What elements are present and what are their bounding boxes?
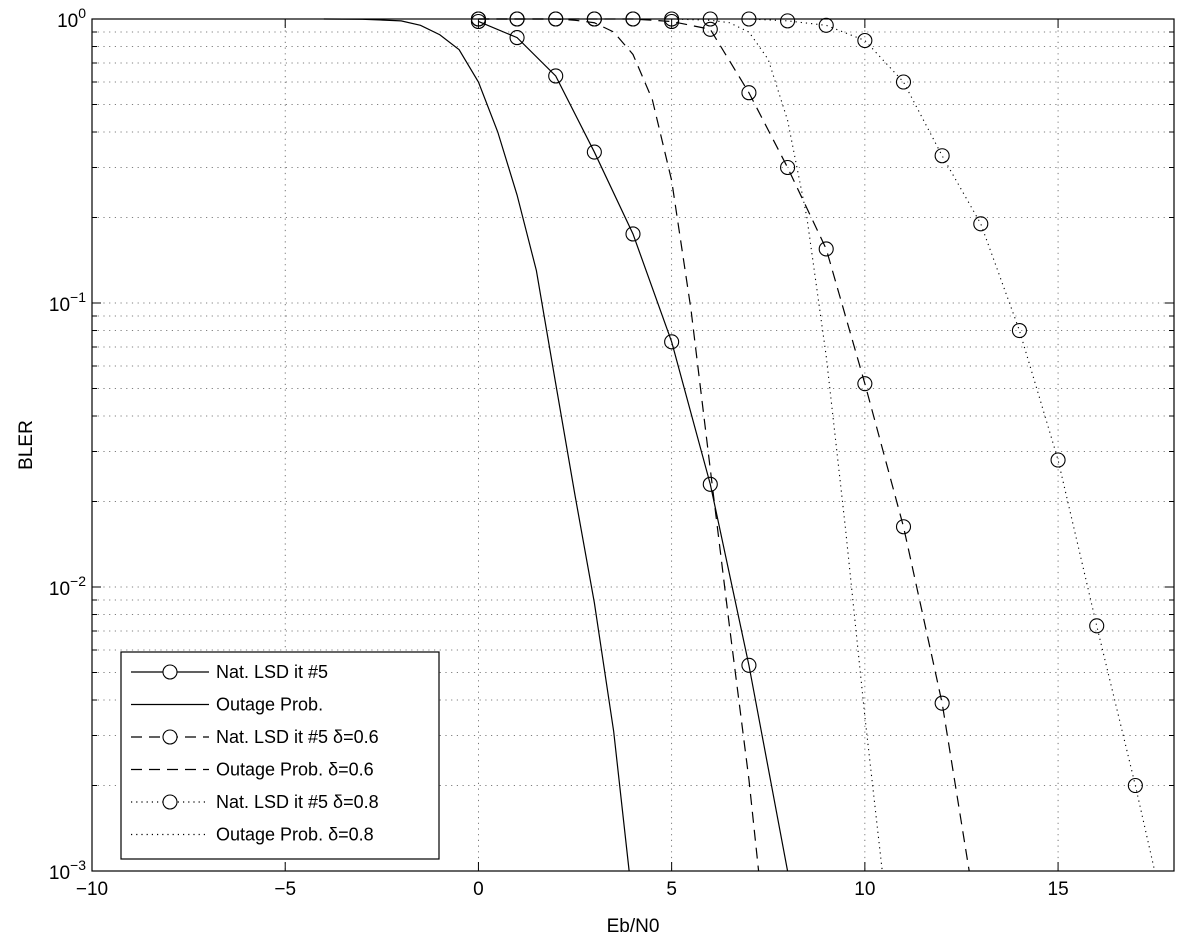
legend-label: Nat. LSD it #5 δ=0.6 (216, 727, 379, 747)
y-axis-label: BLER (16, 420, 37, 470)
series-2 (323, 18, 630, 872)
series-6 (671, 18, 883, 872)
data-point (780, 159, 796, 176)
legend-label: Outage Prob. δ=0.6 (216, 760, 374, 780)
grid (92, 19, 1174, 871)
data-point (586, 144, 602, 160)
y-tick-label: 100 (57, 5, 86, 32)
y-tick-label: 10−1 (49, 289, 86, 316)
legend-label: Nat. LSD it #5 (216, 662, 328, 682)
data-point (934, 148, 950, 164)
x-tick-label: 5 (666, 879, 677, 900)
x-tick-label: −10 (76, 879, 108, 900)
y-tick-label: 10−2 (49, 573, 86, 600)
series-line (478, 18, 970, 872)
data-point (818, 17, 834, 33)
data-point (780, 13, 796, 29)
x-tick-label: 15 (1048, 879, 1069, 900)
data-point (1011, 322, 1027, 339)
series-line (478, 20, 789, 872)
data-point (934, 695, 950, 711)
data-point (818, 241, 834, 257)
data-point (509, 30, 525, 46)
series-line (671, 18, 883, 872)
legend-marker (162, 729, 178, 745)
data-point (895, 74, 912, 90)
data-point (857, 376, 873, 392)
data-point (548, 68, 564, 84)
x-tick-label: 10 (854, 879, 875, 900)
legend-box (120, 651, 440, 860)
data-point (741, 657, 757, 673)
y-tick-label: 10−3 (49, 857, 86, 884)
axis-ticks: −10 −5 0 5 10 15 100 10−1 10−2 10−3 (49, 5, 1174, 900)
data-point (741, 85, 757, 101)
legend-label: Outage Prob. δ=0.8 (216, 825, 374, 845)
data-point (1050, 452, 1066, 468)
x-tick-label: −5 (274, 879, 296, 900)
x-tick-label: 0 (473, 879, 484, 900)
data-point (664, 334, 680, 350)
x-axis-label: Eb/N0 (607, 916, 660, 937)
plot-frame (91, 18, 1175, 872)
legend: Nat. LSD it #5 Outage Prob. Nat. LSD it #5… (120, 651, 440, 860)
data-point (702, 476, 718, 492)
legend-marker (162, 794, 178, 810)
legend-marker (162, 664, 178, 680)
data-point (973, 216, 989, 232)
data-point (625, 226, 641, 242)
series-line (323, 18, 630, 872)
data-point (895, 519, 912, 535)
legend-label: Outage Prob. (216, 695, 323, 715)
data-point (1127, 777, 1143, 794)
data-point (702, 21, 718, 37)
data-point (1089, 618, 1105, 634)
legend-label: Nat. LSD it #5 δ=0.8 (216, 792, 379, 812)
data-point (857, 32, 873, 49)
